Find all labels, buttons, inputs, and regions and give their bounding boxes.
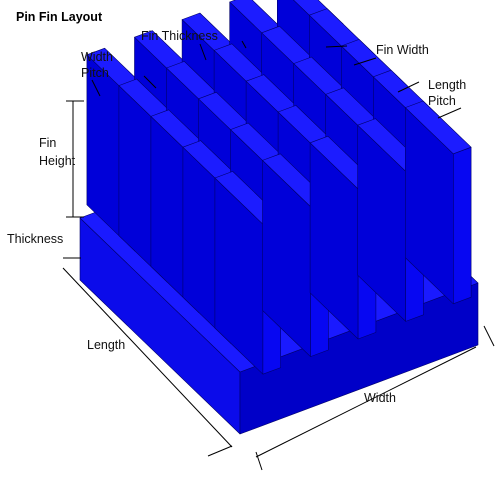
diagram-title: Pin Fin Layout — [16, 10, 103, 24]
width-pitch-leader-1 — [91, 79, 101, 97]
fin-thickness-leader-1 — [199, 43, 207, 61]
length-pitch-label-line1: Length — [428, 78, 466, 92]
width-pitch-label-line2: Pitch — [81, 66, 109, 80]
length-pitch-leader-1 — [397, 81, 420, 93]
fin-top-face — [404, 100, 472, 155]
fin-thickness-leader-2 — [241, 40, 247, 49]
width-pitch-leader-2 — [143, 75, 157, 89]
width-start-tick — [255, 451, 263, 471]
fin-thickness-label: Fin Thickness — [141, 29, 218, 43]
length-label: Length — [87, 338, 125, 352]
width-end-tick — [483, 325, 495, 347]
fin-height-label-line1: Fin — [39, 136, 56, 150]
fin-width-label: Fin Width — [376, 43, 429, 57]
fin-end-face — [452, 146, 472, 305]
length-end-tick — [207, 445, 233, 457]
length-line — [62, 267, 233, 448]
fin-width-leader-2 — [353, 57, 377, 66]
heat-sink-model — [79, 0, 479, 435]
width-pitch-label-line1: Width — [81, 50, 113, 64]
length-pitch-leader-2 — [437, 107, 462, 119]
dimension-lines — [62, 40, 495, 471]
width-line — [255, 346, 477, 458]
length-pitch-label-line2: Pitch — [428, 94, 456, 108]
fin-width-leader-1 — [325, 45, 348, 48]
width-label: Width — [364, 391, 396, 405]
thickness-label: Thickness — [7, 232, 63, 246]
fin-height-label-line2: Height — [39, 154, 76, 168]
